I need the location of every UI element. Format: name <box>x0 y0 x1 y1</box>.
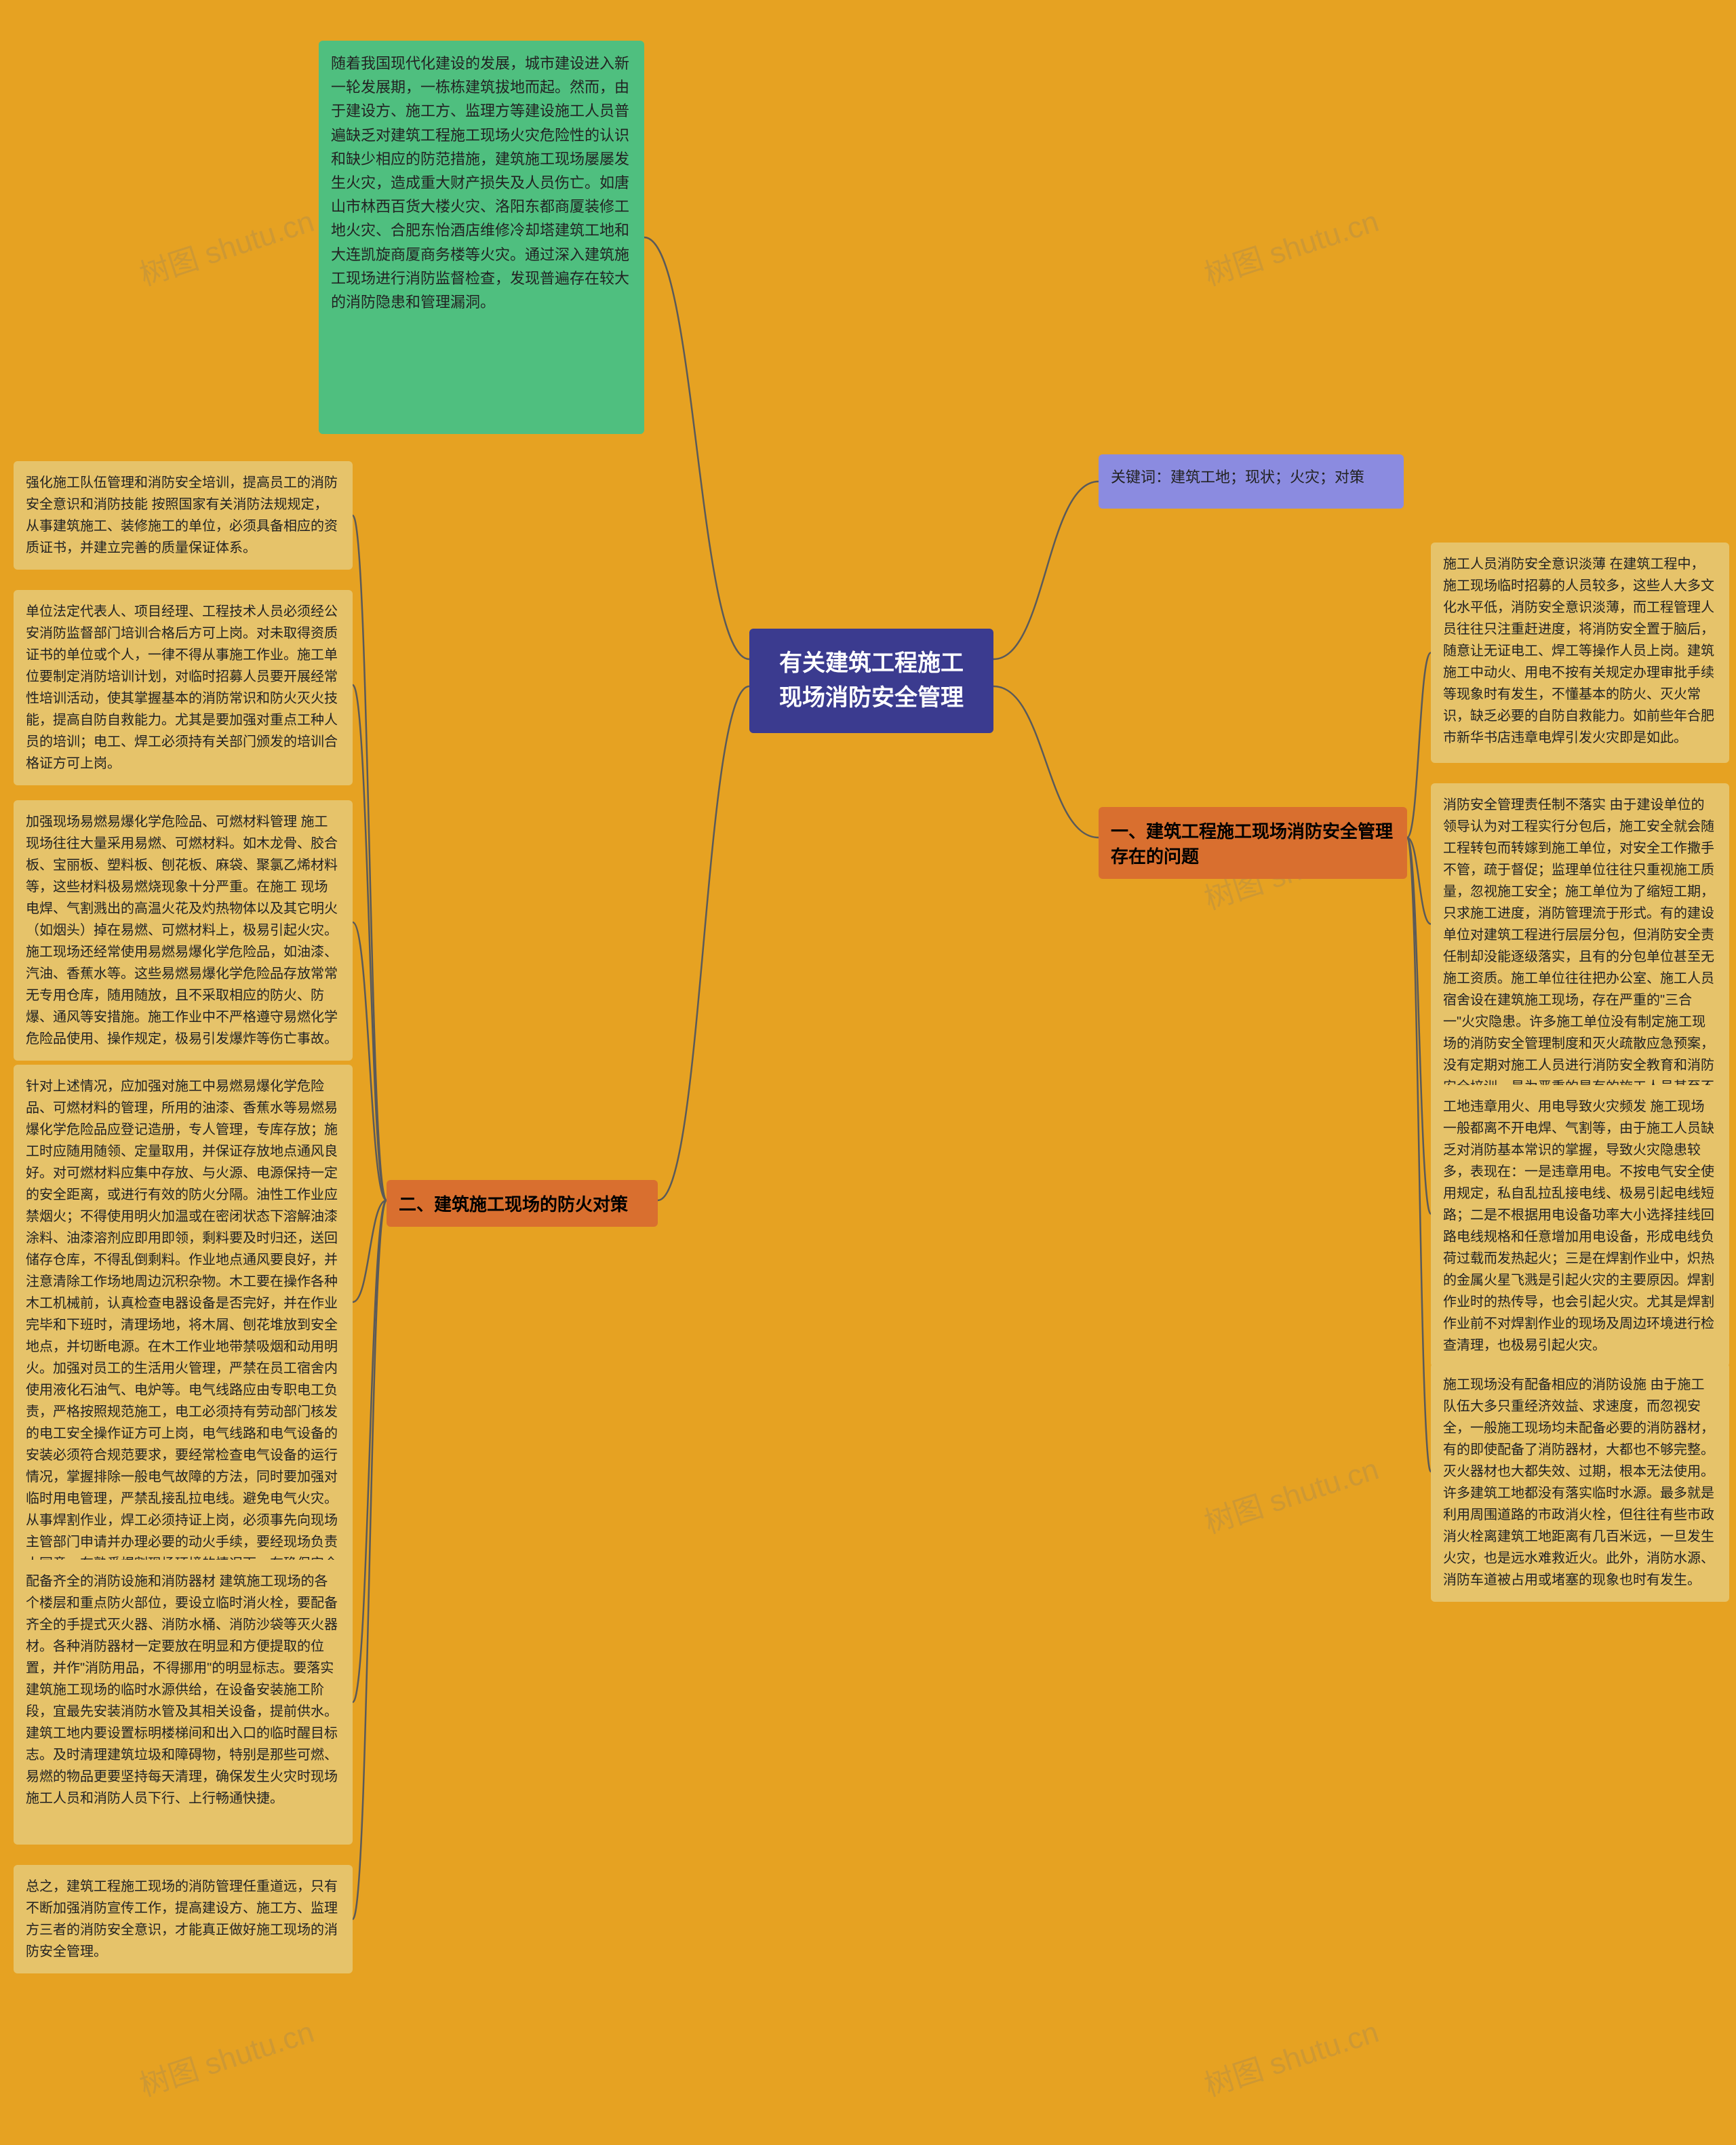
problem-node-3[interactable]: 工地违章用火、用电导致火灾频发 施工现场一般都离不开电焊、气割等，由于施工人员缺… <box>1431 1085 1729 1367</box>
solution-node-6[interactable]: 总之，建筑工程施工现场的消防管理任重道远，只有不断加强消防宣传工作，提高建设方、… <box>14 1865 353 1973</box>
intro-text: 随着我国现代化建设的发展，城市建设进入新一轮发展期，一栋栋建筑拔地而起。然而，由… <box>331 55 629 311</box>
branch-problems-label: 一、建筑工程施工现场消防安全管理存在的问题 <box>1111 821 1393 867</box>
solution-node-5[interactable]: 配备齐全的消防设施和消防器材 建筑施工现场的各个楼层和重点防火部位，要设立临时消… <box>14 1560 353 1845</box>
solution-node-1[interactable]: 强化施工队伍管理和消防安全培训，提高员工的消防安全意识和消防技能 按照国家有关消… <box>14 461 353 570</box>
branch-solutions[interactable]: 二、建筑施工现场的防火对策 <box>387 1180 658 1227</box>
central-topic-text: 有关建筑工程施工现场消防安全管理 <box>779 650 964 711</box>
branch-solutions-label: 二、建筑施工现场的防火对策 <box>399 1194 628 1215</box>
branch-problems[interactable]: 一、建筑工程施工现场消防安全管理存在的问题 <box>1099 807 1407 879</box>
problem-node-1[interactable]: 施工人员消防安全意识淡薄 在建筑工程中，施工现场临时招募的人员较多，这些人大多文… <box>1431 543 1729 763</box>
problem-node-4[interactable]: 施工现场没有配备相应的消防设施 由于施工队伍大多只重经济效益、求速度，而忽视安全… <box>1431 1363 1729 1602</box>
central-topic[interactable]: 有关建筑工程施工现场消防安全管理 <box>749 629 993 733</box>
solution-node-4[interactable]: 针对上述情况，应加强对施工中易燃易爆化学危险品、可燃材料的管理，所用的油漆、香蕉… <box>14 1065 353 1607</box>
intro-node[interactable]: 随着我国现代化建设的发展，城市建设进入新一轮发展期，一栋栋建筑拔地而起。然而，由… <box>319 41 644 434</box>
solution-node-3[interactable]: 加强现场易燃易爆化学危险品、可燃材料管理 施工现场往往大量采用易燃、可燃材料。如… <box>14 800 353 1061</box>
keywords-text: 关键词：建筑工地；现状；火灾；对策 <box>1111 469 1364 486</box>
keywords-node[interactable]: 关键词：建筑工地；现状；火灾；对策 <box>1099 454 1404 509</box>
solution-node-2[interactable]: 单位法定代表人、项目经理、工程技术人员必须经公安消防监督部门培训合格后方可上岗。… <box>14 590 353 785</box>
